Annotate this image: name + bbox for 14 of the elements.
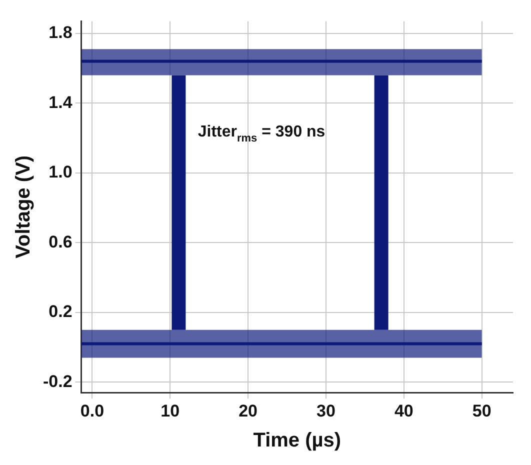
y-tick-label: 0.2: [48, 302, 72, 322]
y-tick-label: -0.2: [42, 372, 72, 391]
y-tick-label: 1.8: [48, 23, 72, 42]
x-axis-title: Time (µs): [253, 430, 342, 452]
y-tick-label: 1.0: [48, 162, 72, 182]
y-tick-label: 0.6: [48, 232, 72, 252]
y-tick-label: 1.4: [48, 92, 73, 112]
x-tick-label: 20: [238, 401, 258, 420]
x-tick-label: 0.0: [80, 401, 104, 420]
x-tick-label: 30: [316, 401, 336, 420]
x-tick-label: 40: [394, 401, 414, 420]
y-axis-title: Voltage (V): [12, 155, 35, 258]
x-tick-label: 50: [472, 401, 492, 420]
x-tick-label: 10: [160, 401, 180, 420]
